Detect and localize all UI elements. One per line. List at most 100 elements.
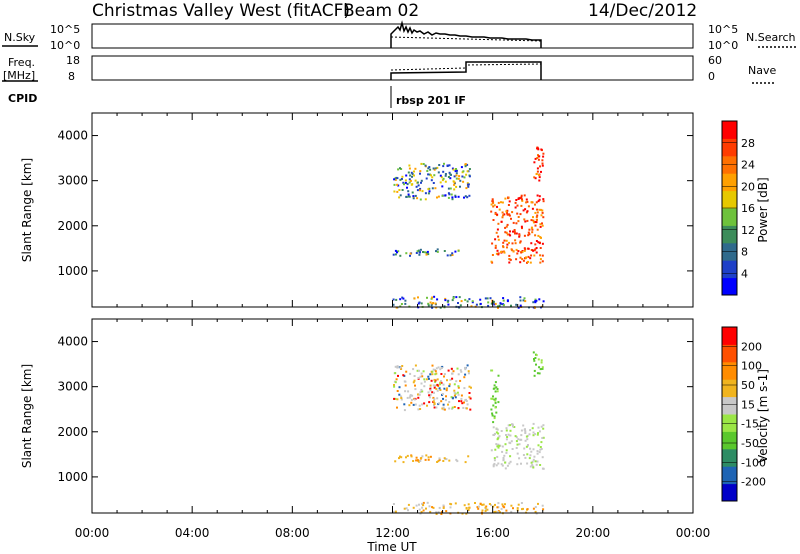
data-cell — [454, 195, 457, 198]
data-cell — [438, 387, 441, 390]
data-cell — [496, 205, 498, 208]
data-cell — [464, 163, 467, 166]
data-cell — [430, 304, 433, 307]
data-cell — [521, 508, 523, 511]
time-tick-label: 16:00 — [475, 526, 510, 540]
data-cell — [533, 359, 536, 362]
data-cell — [515, 447, 518, 449]
colorbar-swatch — [722, 448, 737, 467]
data-cell — [441, 365, 444, 368]
data-cell — [515, 303, 518, 306]
data-cell — [491, 242, 494, 245]
data-cell — [392, 503, 395, 505]
data-cell — [540, 441, 543, 444]
data-cell — [394, 178, 397, 181]
data-cell — [435, 367, 438, 370]
data-cell — [432, 302, 435, 304]
data-cell — [516, 252, 519, 255]
colorbar-tick-label: 8 — [741, 246, 748, 259]
data-cell — [444, 399, 447, 402]
data-cell — [446, 387, 448, 390]
data-cell — [502, 250, 505, 253]
data-cell — [470, 305, 473, 308]
data-cell — [428, 394, 431, 397]
data-cell — [437, 511, 440, 514]
data-cell — [436, 250, 439, 253]
data-cell — [525, 198, 528, 201]
data-cell — [431, 506, 434, 509]
data-cell — [493, 417, 496, 420]
data-cell — [410, 171, 413, 174]
data-cell — [527, 205, 530, 208]
data-cell — [508, 241, 510, 244]
data-cell — [396, 398, 399, 401]
noise-right-tick-top: 10^5 — [708, 23, 738, 36]
data-cell — [457, 393, 460, 396]
data-cell — [497, 374, 500, 377]
data-cell — [540, 359, 543, 362]
data-cell — [420, 302, 423, 305]
data-cell — [520, 462, 522, 465]
data-cell — [427, 375, 430, 378]
data-cell — [534, 177, 537, 180]
data-cell — [532, 431, 535, 434]
data-cell — [459, 304, 462, 307]
data-cell — [531, 227, 533, 230]
data-cell — [512, 507, 514, 510]
data-cell — [538, 195, 541, 198]
data-cell — [490, 210, 493, 213]
data-cell — [514, 201, 517, 204]
data-cell — [542, 427, 545, 430]
colorbar-swatch — [722, 379, 737, 398]
data-cell — [505, 225, 508, 228]
data-cell — [518, 443, 521, 446]
data-cell — [414, 388, 417, 391]
data-cell — [450, 193, 453, 196]
data-cell — [541, 162, 544, 165]
data-cell — [452, 180, 455, 183]
data-cell — [537, 158, 540, 161]
data-cell — [531, 207, 534, 210]
data-cell — [405, 456, 407, 459]
data-cell — [497, 432, 500, 435]
data-cell — [505, 427, 508, 430]
data-cell — [425, 251, 428, 254]
colorbar-tick-label: -200 — [741, 476, 766, 489]
data-cell — [423, 385, 426, 388]
data-cell — [501, 464, 504, 467]
y-tick-label: 3000 — [57, 174, 88, 188]
data-cell — [429, 393, 432, 396]
data-cell — [414, 167, 417, 170]
time-tick-label: 08:00 — [275, 526, 310, 540]
data-cell — [457, 249, 460, 252]
data-cell — [497, 238, 500, 241]
data-cell — [448, 401, 451, 403]
data-cell — [426, 296, 428, 299]
data-cell — [502, 245, 504, 248]
data-cell — [501, 216, 504, 219]
data-cell — [539, 223, 542, 226]
freq-label-2: [MHz] — [3, 69, 35, 82]
data-cell — [512, 230, 514, 233]
data-cell — [500, 201, 502, 204]
data-cell — [467, 372, 470, 375]
data-cell — [421, 502, 424, 505]
data-cell — [405, 370, 408, 373]
data-cell — [397, 168, 400, 171]
colorbar-swatch — [722, 431, 737, 450]
data-cell — [539, 225, 542, 228]
data-cell — [491, 198, 494, 201]
data-cell — [399, 178, 402, 181]
data-cell — [417, 376, 420, 379]
data-cell — [521, 227, 523, 230]
data-cell — [448, 459, 451, 462]
data-cell — [419, 198, 422, 201]
data-cell — [505, 239, 508, 242]
data-cell — [420, 382, 423, 385]
data-cell — [497, 306, 499, 309]
data-cell — [403, 409, 406, 412]
data-cell — [397, 250, 400, 253]
data-cell — [411, 175, 413, 178]
data-cell — [422, 163, 425, 165]
data-cell — [434, 370, 437, 373]
